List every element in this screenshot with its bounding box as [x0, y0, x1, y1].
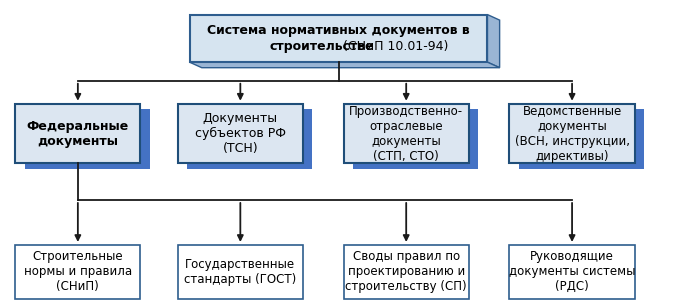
Text: Строительные
нормы и правила
(СНиП): Строительные нормы и правила (СНиП) — [24, 250, 132, 293]
FancyBboxPatch shape — [509, 245, 635, 298]
Text: Руководящие
документы системы
(РДС): Руководящие документы системы (РДС) — [509, 250, 635, 293]
Text: Производственно-
отраслевые
документы
(СТП, СТО): Производственно- отраслевые документы (С… — [349, 105, 463, 162]
Text: строительстве: строительстве — [269, 41, 374, 53]
FancyBboxPatch shape — [519, 109, 645, 169]
Text: Федеральные
документы: Федеральные документы — [26, 119, 129, 148]
Polygon shape — [190, 62, 500, 68]
Text: (СНиП 10.01-94): (СНиП 10.01-94) — [343, 41, 449, 53]
Text: Государственные
стандарты (ГОСТ): Государственные стандарты (ГОСТ) — [184, 258, 297, 286]
FancyBboxPatch shape — [190, 14, 487, 62]
FancyBboxPatch shape — [177, 245, 303, 298]
FancyBboxPatch shape — [187, 109, 313, 169]
FancyBboxPatch shape — [16, 104, 141, 163]
FancyBboxPatch shape — [344, 245, 468, 298]
FancyBboxPatch shape — [344, 104, 468, 163]
FancyBboxPatch shape — [177, 104, 303, 163]
Polygon shape — [487, 14, 500, 68]
FancyBboxPatch shape — [353, 109, 478, 169]
Text: Своды правил по
проектированию и
строительству (СП): Своды правил по проектированию и строите… — [345, 250, 467, 293]
FancyBboxPatch shape — [509, 104, 635, 163]
Text: Документы
субъектов РФ
(ТСН): Документы субъектов РФ (ТСН) — [195, 112, 286, 155]
Text: Ведомственные
документы
(ВСН, инструкции,
директивы): Ведомственные документы (ВСН, инструкции… — [515, 105, 630, 162]
FancyBboxPatch shape — [25, 109, 150, 169]
FancyBboxPatch shape — [16, 245, 141, 298]
Text: Система нормативных документов в: Система нормативных документов в — [207, 24, 470, 37]
